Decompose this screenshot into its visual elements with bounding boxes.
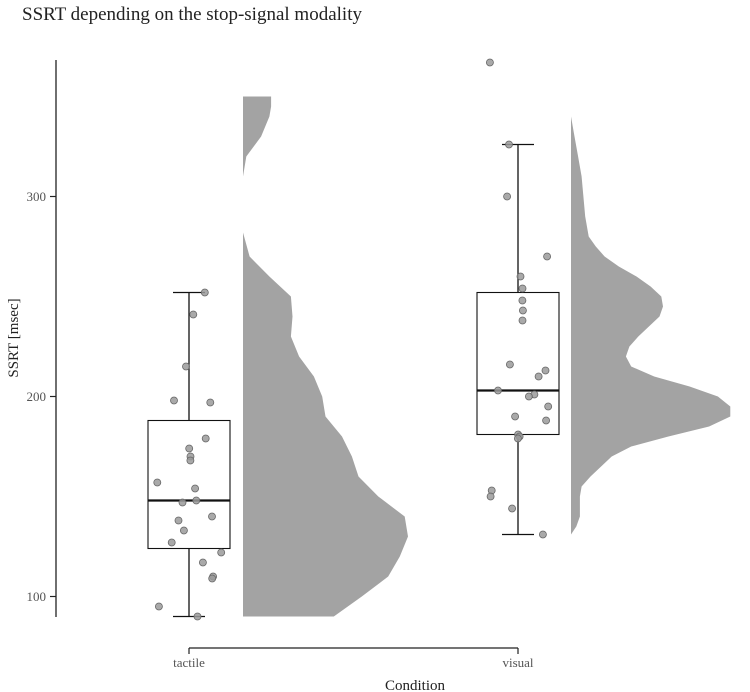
y-tick-label: 300 — [27, 189, 47, 204]
data-point-tactile — [198, 558, 207, 567]
data-point-visual — [518, 296, 527, 305]
y-tick-label: 200 — [27, 389, 47, 404]
data-point-visual — [485, 58, 494, 67]
data-point-tactile — [174, 516, 183, 525]
data-point-tactile — [167, 538, 176, 547]
x-axis-ticks: tactile visual — [173, 648, 534, 670]
data-point-tactile — [200, 288, 209, 297]
data-point-tactile — [208, 512, 216, 521]
data-point-tactile — [170, 396, 178, 405]
x-tick-label: visual — [502, 655, 533, 670]
data-point-tactile — [208, 574, 217, 583]
data-point-visual — [544, 402, 553, 411]
data-point-tactile — [192, 496, 201, 505]
data-point-tactile — [182, 362, 190, 371]
density-tactile — [243, 96, 408, 617]
data-point-visual — [508, 504, 516, 513]
y-axis-ticks: 100 200 300 — [27, 189, 56, 604]
data-point-visual — [518, 284, 527, 293]
data-point-visual — [516, 272, 525, 281]
chart-title: SSRT depending on the stop-signal modali… — [22, 4, 362, 25]
data-point-visual — [525, 392, 533, 401]
x-axis-label: Condition — [385, 678, 446, 692]
data-point-visual — [539, 530, 547, 539]
data-point-tactile — [201, 434, 210, 443]
data-point-visual — [505, 360, 514, 369]
data-point-tactile — [178, 498, 187, 507]
data-point-tactile — [153, 478, 162, 487]
data-point-visual — [505, 140, 513, 149]
plot-area — [147, 58, 731, 621]
box-tactile — [147, 419, 231, 550]
data-point-visual — [542, 416, 550, 425]
x-tick-label: tactile — [173, 655, 205, 670]
data-point-visual — [518, 316, 527, 325]
box-visual — [476, 291, 560, 436]
series-visual — [476, 58, 731, 539]
data-point-visual — [503, 192, 512, 201]
data-point-visual — [541, 366, 550, 375]
data-point-visual — [543, 252, 551, 261]
data-point-tactile — [185, 444, 194, 453]
y-axis-label: SSRT [msec] — [6, 298, 22, 377]
data-point-visual — [511, 412, 519, 421]
y-tick-label: 100 — [27, 589, 47, 604]
data-point-visual — [519, 306, 527, 315]
data-point-tactile — [186, 456, 195, 465]
data-point-tactile — [154, 602, 163, 611]
data-point-tactile — [193, 612, 202, 621]
data-point-tactile — [189, 310, 198, 319]
data-point-visual — [486, 492, 495, 501]
data-point-tactile — [191, 484, 200, 493]
series-tactile — [147, 96, 408, 621]
data-point-visual — [494, 386, 502, 395]
data-point-tactile — [206, 398, 215, 407]
data-point-tactile — [179, 526, 188, 535]
data-point-visual — [514, 434, 522, 443]
density-visual — [571, 62, 731, 535]
data-point-tactile — [217, 548, 226, 557]
data-point-visual — [534, 372, 543, 381]
